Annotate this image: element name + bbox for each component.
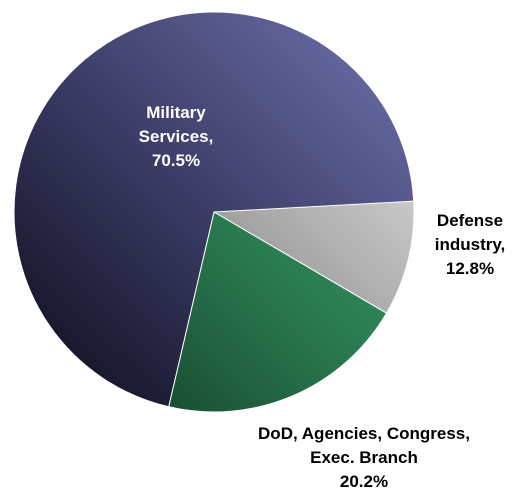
slice-value-label: 12.8% xyxy=(446,259,494,278)
slice-name-line: Military xyxy=(146,103,206,122)
slice-name-line: Defense xyxy=(437,211,503,230)
slice-name-line: Exec. Branch xyxy=(310,448,418,467)
slice-name-line: DoD, Agencies, Congress, xyxy=(258,424,470,443)
slice-name-line: Services, xyxy=(139,127,214,146)
pie-slice-dod-agencies xyxy=(168,211,388,413)
pie-slice-military-services xyxy=(13,11,415,408)
slice-label-defense-industry: Defense industry, 12.8% xyxy=(435,211,506,278)
slice-name-line: industry, xyxy=(435,235,506,254)
slices-layer xyxy=(13,11,415,413)
labels-layer: Military Services, 70.5% Defense industry, 12… xyxy=(139,103,506,491)
slice-value-label: 70.5% xyxy=(152,151,200,170)
slice-value-label: 20.2% xyxy=(340,472,388,491)
slice-label-dod-agencies: DoD, Agencies, Congress, Exec. Branch 20.2… xyxy=(258,424,470,491)
slice-label-military-services: Military Services, 70.5% xyxy=(139,103,214,170)
